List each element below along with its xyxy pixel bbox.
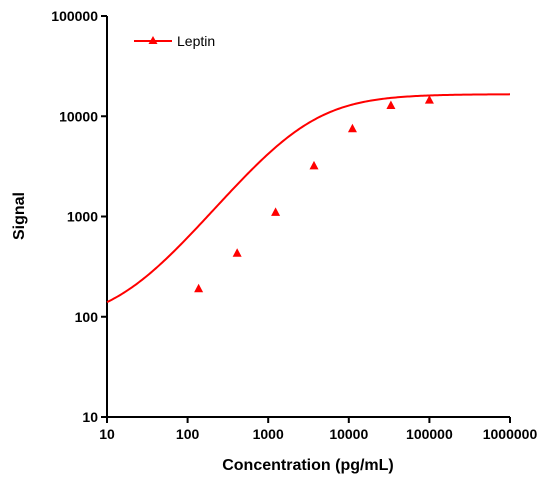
data-point (232, 248, 242, 257)
legend-label-leptin: Leptin (177, 33, 215, 49)
y-tick-label: 1000 (67, 209, 98, 225)
x-tick-label: 100000 (406, 426, 453, 442)
x-tick-label: 1000 (253, 426, 284, 442)
data-point (424, 95, 434, 104)
y-axis-title: Signal (11, 192, 28, 240)
y-tick-label: 10000 (59, 108, 98, 124)
y-tick-label: 100000 (51, 8, 98, 24)
points-layer (194, 95, 434, 293)
axes (106, 16, 510, 418)
data-point (386, 100, 396, 110)
data-point (309, 160, 319, 170)
data-point (271, 207, 281, 216)
y-tick-label: 100 (75, 309, 99, 325)
x-axis-title: Concentration (pg/mL) (222, 457, 394, 474)
series-line-leptin (106, 93, 511, 304)
ticks: 10 100 1000 10000 100000 1000000 10 100 1000 1000… (51, 8, 537, 442)
legend: Leptin (134, 33, 215, 49)
x-tick-label: 10000 (329, 426, 368, 442)
y-tick-label: 10 (82, 409, 98, 425)
x-tick-label: 10 (99, 426, 115, 442)
curve-layer (106, 93, 511, 304)
x-tick-label: 100 (176, 426, 200, 442)
data-point (194, 283, 204, 293)
x-tick-label: 1000000 (483, 426, 538, 442)
data-point (347, 123, 357, 133)
legend-marker (148, 36, 158, 44)
